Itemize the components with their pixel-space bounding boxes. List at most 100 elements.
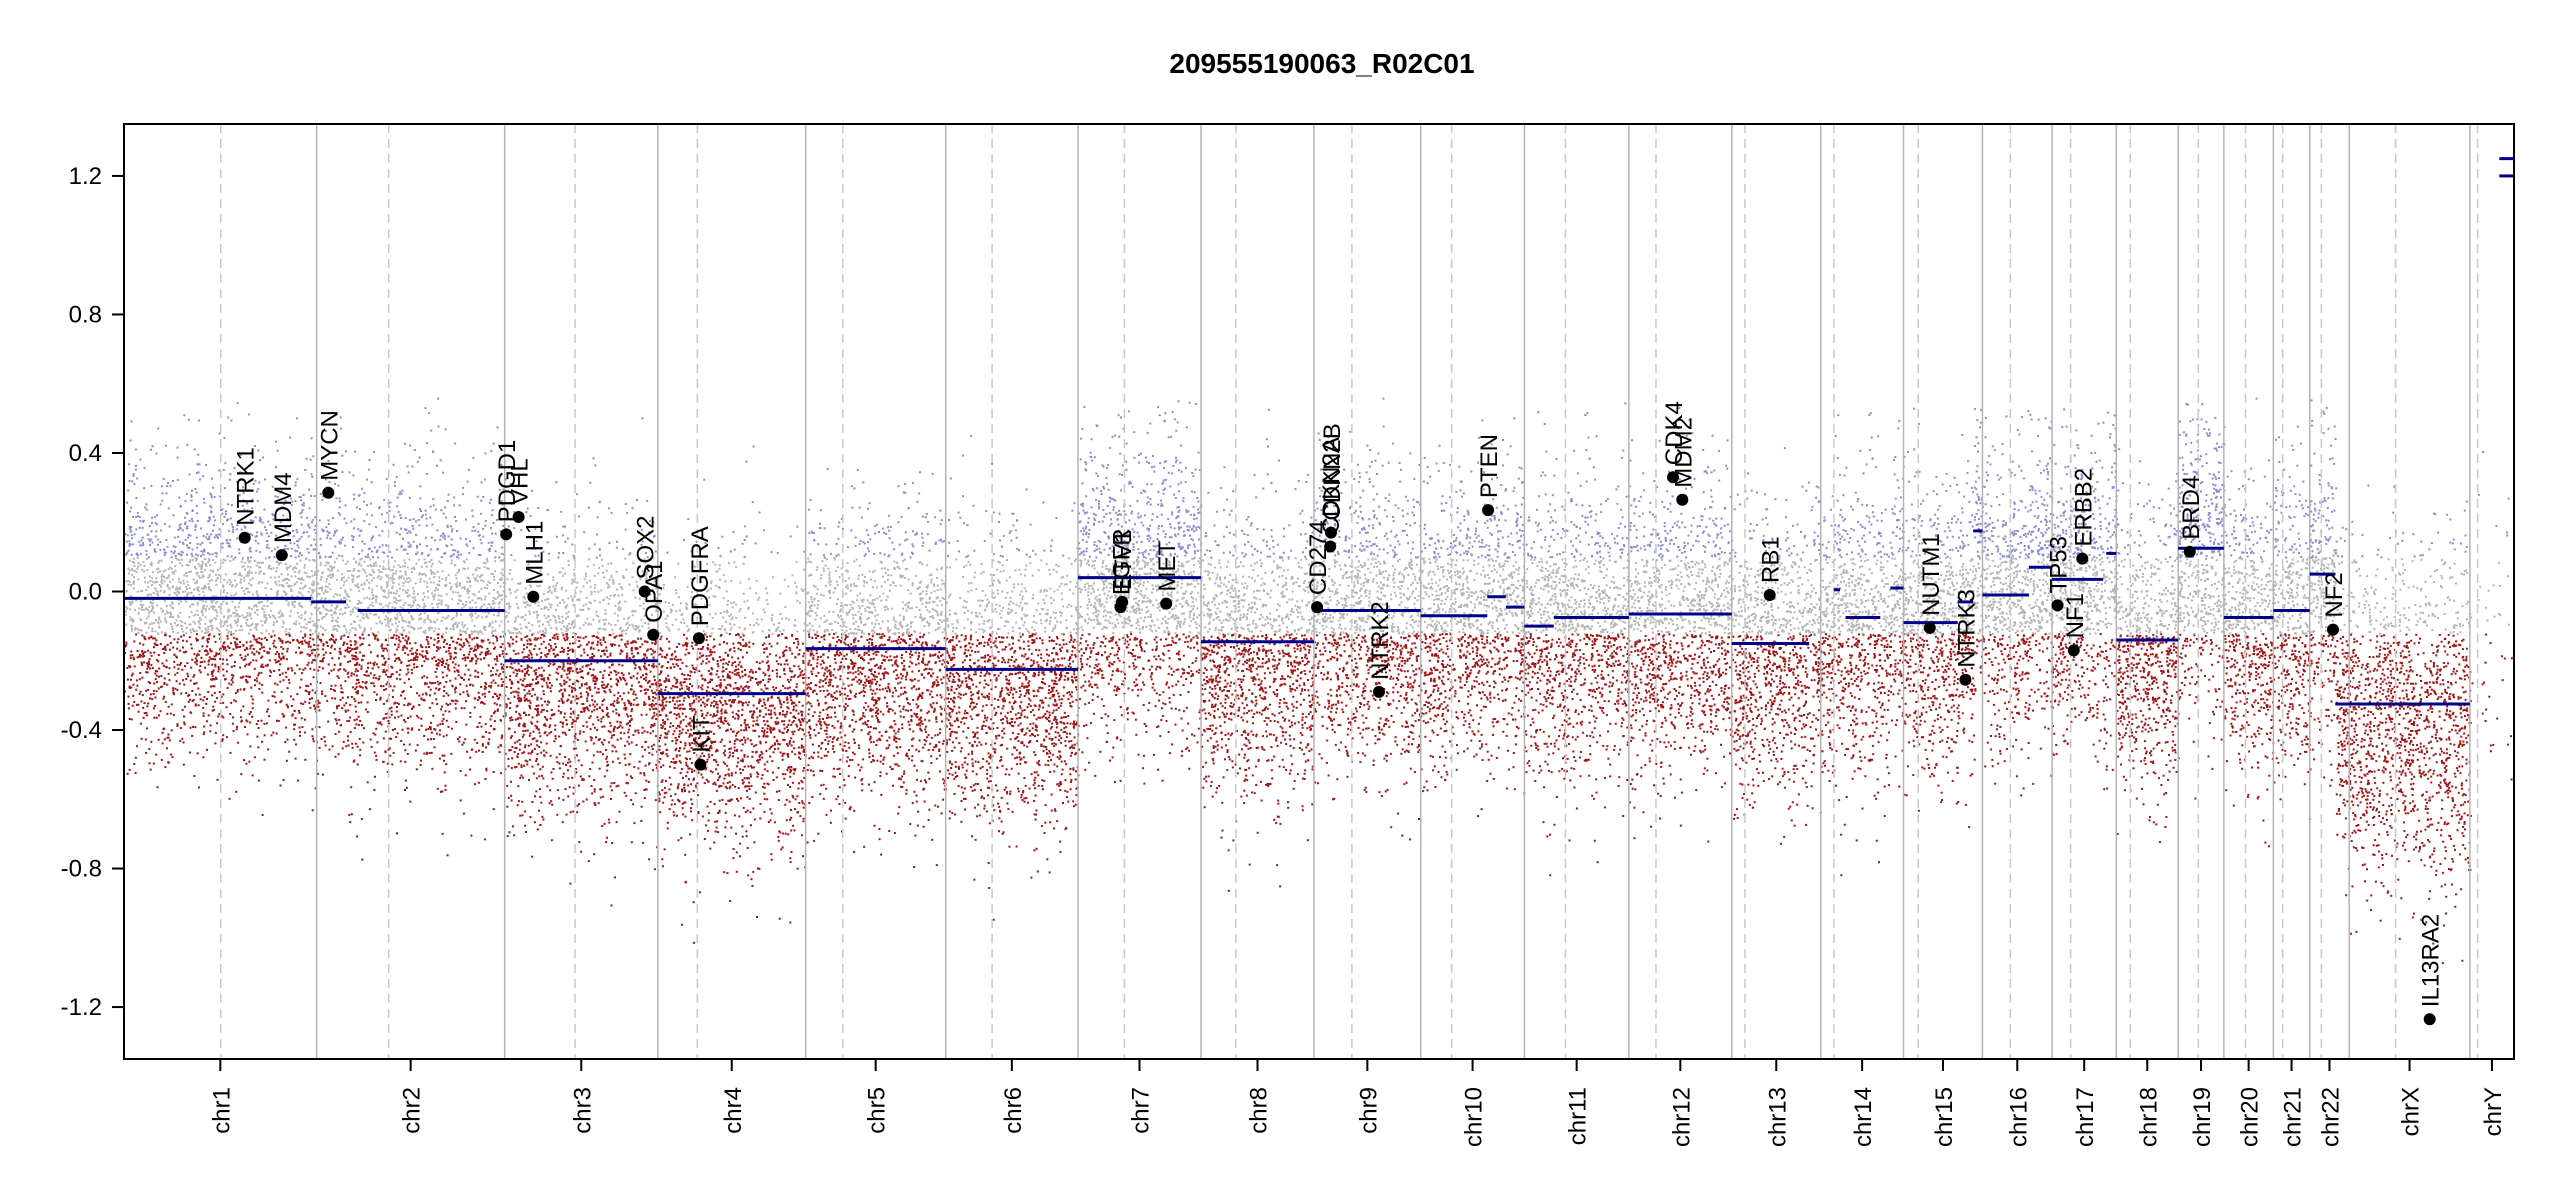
probe-point bbox=[172, 572, 175, 575]
probe-point bbox=[415, 533, 418, 536]
probe-point bbox=[130, 420, 133, 423]
probe-point bbox=[424, 692, 427, 695]
probe-point bbox=[363, 627, 366, 630]
probe-point bbox=[492, 442, 495, 445]
probe-point bbox=[268, 659, 271, 662]
probe-point bbox=[138, 607, 141, 610]
probe-point bbox=[192, 725, 194, 728]
probe-point bbox=[435, 464, 438, 467]
probe-point bbox=[369, 558, 372, 561]
probe-point bbox=[306, 653, 309, 656]
probe-point bbox=[567, 597, 570, 600]
probe-point bbox=[612, 579, 614, 582]
probe-point bbox=[282, 655, 285, 658]
probe-point bbox=[364, 685, 367, 688]
probe-point bbox=[436, 583, 439, 586]
probe-point bbox=[398, 673, 401, 676]
probe-point bbox=[225, 649, 228, 652]
probe-point bbox=[370, 481, 373, 484]
probe-point bbox=[273, 634, 276, 637]
probe-point bbox=[218, 528, 221, 531]
probe-point bbox=[325, 577, 328, 580]
probe-point bbox=[372, 676, 375, 679]
probe-point bbox=[452, 617, 455, 619]
probe-point bbox=[217, 536, 219, 539]
probe-point bbox=[244, 568, 246, 571]
probe-point bbox=[595, 691, 598, 694]
probe-point bbox=[188, 546, 191, 549]
probe-point bbox=[128, 542, 131, 545]
probe-point bbox=[388, 629, 391, 632]
probe-point bbox=[131, 561, 134, 563]
probe-point bbox=[297, 540, 300, 543]
probe-point bbox=[299, 734, 301, 737]
probe-point bbox=[195, 654, 198, 657]
probe-point bbox=[487, 548, 490, 551]
probe-point bbox=[407, 702, 410, 705]
probe-point bbox=[203, 731, 206, 734]
probe-point bbox=[464, 632, 467, 635]
probe-point bbox=[442, 695, 445, 698]
probe-point bbox=[449, 555, 452, 558]
probe-point bbox=[563, 648, 566, 651]
probe-point bbox=[539, 636, 542, 639]
probe-point bbox=[384, 662, 387, 665]
probe-point bbox=[545, 681, 548, 684]
probe-point bbox=[438, 602, 440, 605]
probe-point bbox=[366, 701, 369, 704]
probe-point bbox=[404, 720, 407, 723]
probe-point bbox=[214, 552, 217, 554]
probe-point bbox=[407, 595, 409, 597]
probe-point bbox=[217, 670, 220, 673]
probe-point bbox=[157, 571, 160, 574]
probe-point bbox=[606, 760, 609, 763]
probe-point bbox=[234, 606, 237, 609]
probe-point bbox=[499, 635, 502, 638]
probe-point bbox=[169, 566, 172, 569]
probe-point bbox=[537, 631, 539, 634]
probe-point bbox=[150, 654, 153, 657]
probe-point bbox=[251, 519, 254, 522]
probe-point bbox=[286, 647, 289, 650]
probe-point bbox=[387, 657, 390, 660]
probe-point bbox=[354, 634, 357, 637]
probe-point bbox=[143, 661, 146, 664]
probe-point bbox=[431, 592, 434, 595]
probe-point bbox=[497, 746, 500, 749]
probe-point bbox=[176, 479, 179, 481]
probe-point bbox=[640, 637, 643, 640]
probe-point bbox=[142, 603, 145, 606]
probe-point bbox=[391, 577, 394, 580]
probe-point bbox=[449, 679, 452, 682]
probe-point bbox=[330, 646, 333, 649]
probe-point bbox=[245, 618, 248, 621]
probe-point bbox=[481, 616, 484, 619]
probe-point bbox=[615, 708, 618, 711]
probe-point bbox=[443, 666, 446, 668]
probe-point bbox=[348, 647, 351, 650]
probe-point bbox=[316, 772, 319, 775]
probe-point bbox=[491, 572, 494, 575]
probe-point bbox=[447, 605, 450, 608]
probe-point bbox=[316, 648, 319, 651]
probe-point bbox=[328, 672, 330, 675]
probe-point bbox=[229, 559, 232, 562]
probe-point bbox=[484, 520, 487, 523]
probe-point bbox=[273, 691, 276, 694]
probe-point bbox=[491, 626, 494, 629]
probe-point bbox=[243, 576, 246, 579]
probe-point bbox=[207, 630, 210, 633]
probe-point bbox=[435, 698, 438, 701]
probe-point bbox=[224, 510, 227, 513]
probe-point bbox=[379, 578, 382, 581]
probe-point bbox=[353, 518, 356, 521]
probe-point bbox=[150, 484, 153, 487]
probe-point bbox=[149, 682, 151, 684]
probe-point bbox=[593, 654, 595, 657]
probe-point bbox=[303, 566, 306, 569]
probe-point bbox=[436, 732, 439, 735]
probe-point bbox=[345, 745, 348, 748]
probe-point bbox=[337, 753, 340, 756]
probe-point bbox=[314, 654, 317, 657]
probe-point bbox=[162, 477, 165, 480]
